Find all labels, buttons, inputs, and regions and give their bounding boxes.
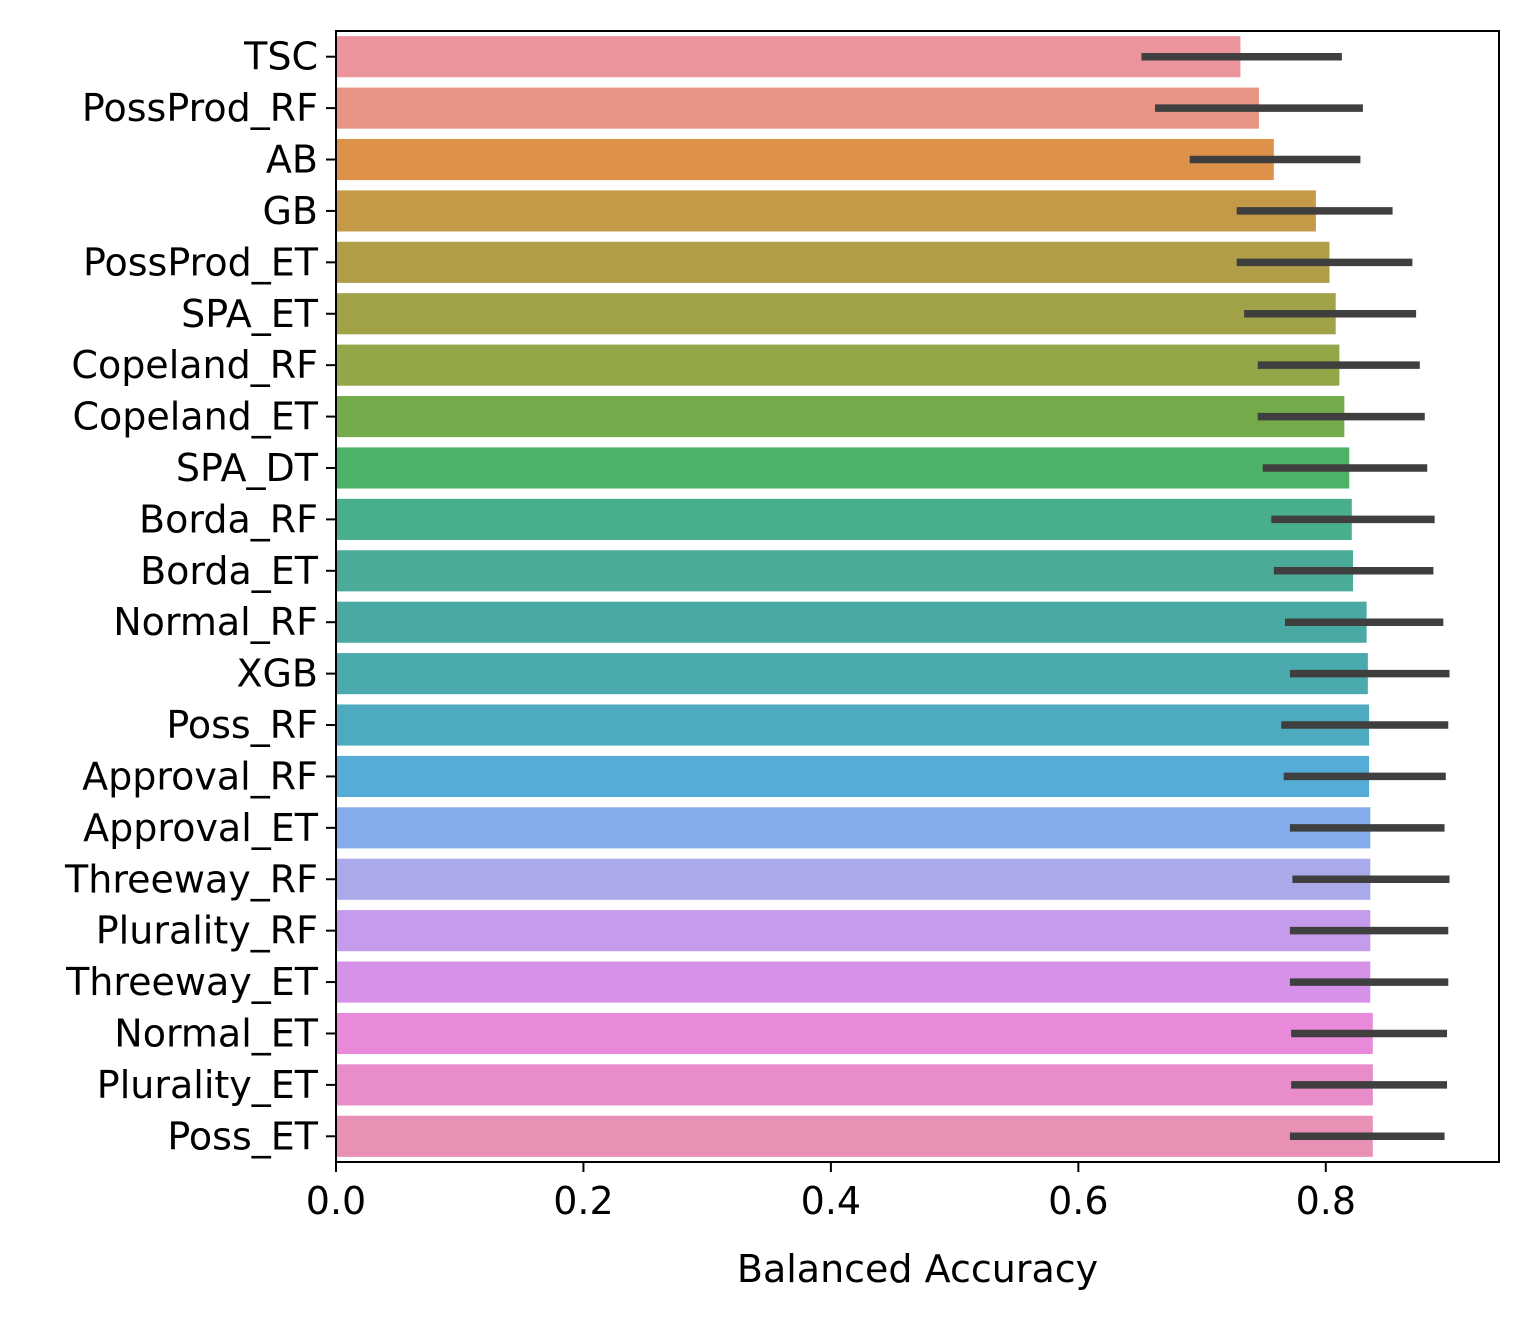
y-tick-label: AB bbox=[266, 138, 318, 182]
y-tick-label: SPA_ET bbox=[181, 292, 319, 336]
y-tick-label: Copeland_RF bbox=[71, 343, 318, 387]
y-tick-label: PossProd_ET bbox=[83, 240, 319, 284]
bar-Poss_RF bbox=[336, 704, 1370, 746]
bar-TSC bbox=[336, 36, 1241, 78]
y-tick-label: Threeway_ET bbox=[65, 960, 319, 1004]
x-axis-title: Balanced Accuracy bbox=[737, 1247, 1098, 1291]
axes-frame bbox=[335, 30, 1500, 1163]
bar-GB bbox=[336, 190, 1316, 232]
x-tick-label: 0.4 bbox=[801, 1179, 861, 1223]
bars-layer bbox=[336, 36, 1373, 1157]
y-tick-label: XGB bbox=[236, 652, 318, 696]
bar-Plurality_ET bbox=[336, 1064, 1373, 1106]
bar-Borda_RF bbox=[336, 498, 1352, 540]
bar-Plurality_RF bbox=[336, 910, 1371, 952]
x-tick-label: 0.6 bbox=[1048, 1179, 1108, 1223]
bar-Threeway_RF bbox=[336, 858, 1371, 900]
y-tick-label: Approval_ET bbox=[83, 806, 319, 850]
x-tick-label: 0.8 bbox=[1296, 1179, 1356, 1223]
bar-Copeland_RF bbox=[336, 344, 1340, 386]
bar-XGB bbox=[336, 653, 1368, 695]
y-tick-label: SPA_DT bbox=[176, 446, 319, 490]
y-tick-label: Poss_ET bbox=[167, 1114, 318, 1158]
bar-PossProd_ET bbox=[336, 241, 1330, 283]
x-tick-label: 0.0 bbox=[306, 1179, 366, 1223]
y-tick-label: PossProd_RF bbox=[82, 86, 318, 130]
bar-PossProd_RF bbox=[336, 87, 1259, 129]
y-tick-label: Poss_RF bbox=[166, 703, 318, 747]
bar-Poss_ET bbox=[336, 1115, 1373, 1157]
y-tick-label: Borda_RF bbox=[139, 497, 318, 541]
bar-SPA_DT bbox=[336, 447, 1350, 489]
y-tick-label: Borda_ET bbox=[140, 549, 319, 593]
bar-AB bbox=[336, 138, 1274, 181]
y-tick-label: Normal_ET bbox=[114, 1011, 319, 1055]
y-tick-label: Threeway_RF bbox=[64, 857, 318, 901]
y-tick-label: Normal_RF bbox=[113, 600, 318, 644]
y-tick-label: GB bbox=[262, 189, 318, 233]
bar-Borda_ET bbox=[336, 550, 1354, 592]
bar-Approval_ET bbox=[336, 807, 1371, 849]
y-axis: TSC PossProd_RF AB GB PossProd_ET SPA_ET Copel… bbox=[64, 35, 336, 1158]
error-bars-layer bbox=[1141, 52, 1450, 1141]
bar-Normal_ET bbox=[336, 1012, 1373, 1055]
y-tick-label: Plurality_ET bbox=[97, 1063, 319, 1107]
y-tick-label: Approval_RF bbox=[82, 754, 318, 798]
y-tick-label: Plurality_RF bbox=[96, 909, 318, 953]
bar-SPA_ET bbox=[336, 293, 1336, 335]
bar-Threeway_ET bbox=[336, 961, 1371, 1003]
y-tick-label: TSC bbox=[243, 35, 318, 79]
y-tick-label: Copeland_ET bbox=[72, 395, 318, 439]
bar-Approval_RF bbox=[336, 755, 1370, 797]
bar-Normal_RF bbox=[336, 601, 1367, 643]
x-tick-label: 0.2 bbox=[553, 1179, 613, 1223]
bar-Copeland_ET bbox=[336, 396, 1345, 438]
x-axis: 0.0 0.2 0.4 0.6 0.8 bbox=[306, 1162, 1356, 1223]
